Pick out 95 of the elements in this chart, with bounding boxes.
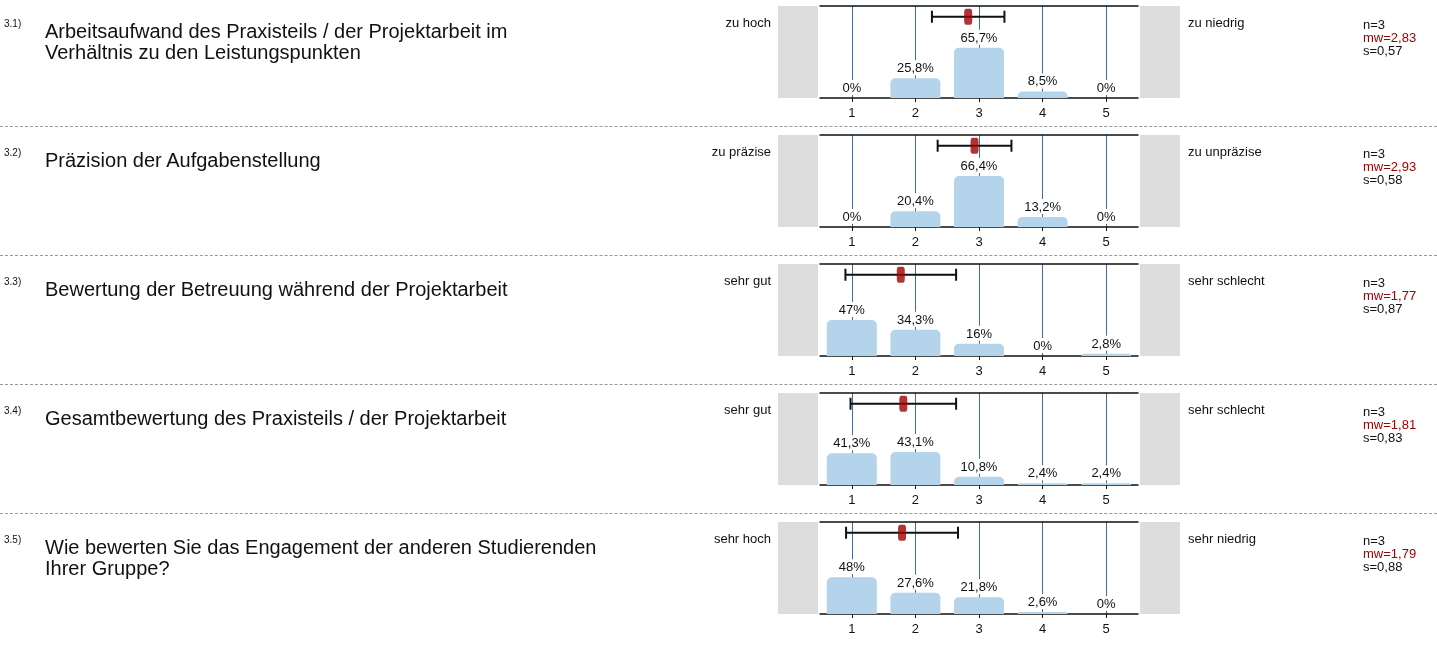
text: s=0,87: [1363, 301, 1403, 316]
x-tick-label: 4: [1038, 234, 1047, 249]
text: 3.5): [4, 533, 22, 545]
text: mw=2,83: [1363, 30, 1417, 45]
text: mw=1,77: [1363, 288, 1417, 303]
data-label: 43,1%: [896, 433, 935, 449]
bar: [954, 343, 1004, 356]
x-tick-label: 4: [1038, 621, 1047, 636]
data-label: 8,5%: [1027, 73, 1058, 89]
data-label: 0%: [1033, 338, 1053, 353]
bar: [1081, 353, 1132, 356]
x-tick-label: 2: [911, 363, 920, 378]
data-label: 20,4%: [896, 193, 935, 209]
x-tick-label: 3: [975, 363, 983, 378]
bar: [954, 476, 1004, 485]
x-tick-label: 3: [975, 105, 983, 120]
bar: [890, 329, 941, 356]
text: mw=2,93: [1363, 159, 1417, 174]
data-label: 2,4%: [1091, 465, 1122, 481]
x-tick-label: 2: [911, 621, 920, 636]
text: n=3: [1363, 146, 1386, 161]
bar: [890, 592, 941, 614]
text: sehr hoch: [713, 531, 771, 546]
text: s=0,58: [1363, 172, 1403, 187]
text: Arbeitsaufwand des Praxisteils / der Projektarbeit im Verhältnis zu den Leistungspunkten: [45, 19, 513, 63]
data-label: 0%: [1096, 80, 1117, 95]
text: 3.3): [4, 275, 22, 287]
data-label: 16%: [965, 325, 993, 341]
data-label: 65,7%: [960, 29, 998, 45]
text: sehr gut: [724, 273, 772, 288]
bar: [826, 577, 877, 614]
bar: [890, 451, 941, 485]
bar: [954, 597, 1004, 614]
text: 3.1): [4, 17, 22, 29]
text: n=3: [1363, 533, 1386, 548]
data-label: 2,6%: [1027, 594, 1058, 610]
data-label: 2,8%: [1091, 335, 1122, 351]
x-tick-label: 5: [1102, 105, 1110, 120]
x-tick-label: 5: [1102, 492, 1110, 507]
data-label: 41,3%: [833, 435, 871, 451]
text: zu hoch: [725, 15, 772, 30]
bar: [826, 319, 877, 356]
text: n=3: [1363, 404, 1386, 419]
x-tick-label: 5: [1102, 363, 1110, 378]
text: Bewertung der Betreuung während der Projektarbeit: [45, 277, 508, 300]
x-tick-label: 2: [911, 234, 920, 249]
text: n=3: [1363, 17, 1386, 32]
text: sehr schlecht: [1188, 402, 1265, 417]
x-tick-label: 4: [1038, 492, 1047, 507]
data-label: 48%: [838, 559, 866, 575]
x-tick-label: 4: [1038, 105, 1047, 120]
x-tick-label: 3: [975, 234, 983, 249]
x-tick-label: 1: [848, 621, 856, 636]
text: mw=1,79: [1363, 546, 1417, 561]
data-label: 13,2%: [1024, 198, 1062, 214]
x-tick-label: 1: [848, 234, 856, 249]
text: n=3: [1363, 275, 1386, 290]
x-tick-label: 2: [911, 492, 920, 507]
data-label: 2,4%: [1027, 465, 1058, 481]
text: Gesamtbewertung des Praxisteils / der Projektarbeit: [45, 406, 507, 429]
x-tick-label: 2: [911, 105, 920, 120]
data-label: 0%: [1096, 596, 1117, 611]
data-label: 34,3%: [896, 311, 935, 327]
text: zu präzise: [711, 144, 771, 159]
data-label: 25,8%: [896, 60, 935, 76]
data-label: 0%: [842, 209, 862, 224]
data-label: 10,8%: [960, 458, 998, 474]
data-label: 27,6%: [896, 574, 935, 590]
text: Präzision der Aufgabenstellung: [45, 148, 321, 171]
x-tick-label: 3: [975, 492, 983, 507]
data-label: 0%: [842, 80, 862, 95]
text: sehr schlecht: [1188, 273, 1265, 288]
x-tick-label: 1: [848, 105, 856, 120]
text: 3.2): [4, 146, 22, 158]
text: Wie bewerten Sie das Engagement der anderen Studierenden Ihrer Gruppe?: [45, 535, 603, 579]
bar: [826, 453, 877, 485]
text: s=0,83: [1363, 430, 1403, 445]
data-label: 66,4%: [960, 158, 998, 174]
x-tick-label: 5: [1102, 621, 1110, 636]
text: s=0,57: [1363, 43, 1403, 58]
text: sehr niedrig: [1188, 531, 1256, 546]
text: sehr gut: [724, 402, 772, 417]
text: s=0,88: [1363, 559, 1403, 574]
x-tick-label: 5: [1102, 234, 1110, 249]
x-tick-label: 1: [848, 492, 856, 507]
text: zu niedrig: [1188, 15, 1245, 30]
x-tick-label: 4: [1038, 363, 1047, 378]
text: zu unpräzise: [1188, 144, 1262, 159]
x-tick-label: 3: [975, 621, 983, 636]
text: 3.4): [4, 404, 22, 416]
data-label: 0%: [1096, 209, 1117, 224]
data-label: 47%: [838, 301, 866, 317]
data-label: 21,8%: [960, 579, 998, 595]
text: mw=1,81: [1363, 417, 1417, 432]
x-tick-label: 1: [848, 363, 856, 378]
